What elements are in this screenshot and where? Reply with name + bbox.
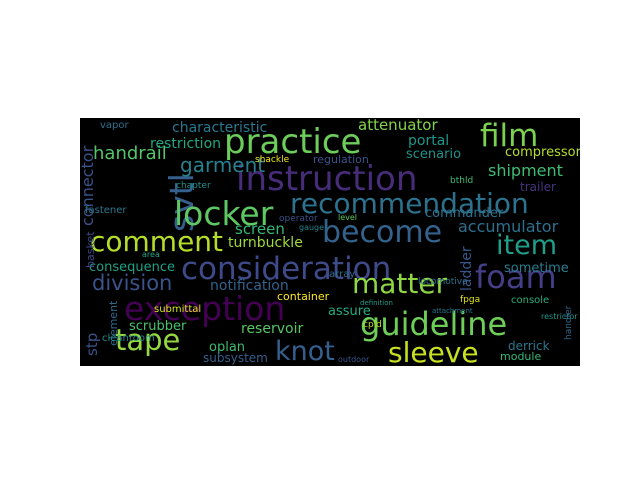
word: container — [277, 290, 330, 303]
word: portal — [408, 133, 450, 149]
word: screen — [235, 220, 285, 238]
word: practice — [224, 122, 362, 162]
word: tape — [115, 323, 181, 357]
word: reservoir — [241, 321, 304, 337]
word: consideration — [181, 251, 392, 287]
word: handrail — [93, 143, 167, 164]
word: area — [142, 250, 160, 259]
word: consequence — [89, 260, 175, 275]
word: handler — [564, 305, 574, 340]
word: turnbuckle — [228, 235, 303, 251]
word: locomotive — [418, 277, 468, 287]
word: fpga — [460, 295, 481, 305]
word: film — [480, 118, 539, 154]
word: subsystem — [203, 351, 268, 365]
word: bthld — [450, 176, 474, 186]
word: operator — [279, 214, 318, 224]
word: matter — [352, 267, 448, 300]
word: locker — [174, 194, 274, 233]
word: derrick — [508, 339, 550, 353]
word: array — [329, 269, 356, 280]
word: trailer — [520, 180, 556, 194]
word: definition — [360, 299, 393, 307]
word: guideline — [360, 305, 508, 343]
word: oplan — [209, 340, 246, 355]
word: restriction — [150, 136, 222, 152]
word: compressor — [505, 145, 580, 160]
word: commander — [425, 206, 504, 221]
word: characteristic — [172, 120, 268, 136]
word: regulation — [313, 153, 369, 166]
word: gauge — [299, 223, 325, 232]
word: accumulator — [458, 217, 559, 236]
word: stp — [83, 332, 101, 356]
word: console — [511, 295, 550, 306]
word: submittal — [154, 304, 202, 315]
word: foam — [475, 258, 557, 296]
word: attachment — [432, 307, 473, 315]
word: notification — [210, 278, 289, 294]
word: basket — [84, 231, 97, 268]
word: fastener — [85, 205, 127, 216]
word: restrictor — [541, 312, 578, 321]
word: shipment — [488, 161, 563, 180]
word: outdoor — [338, 355, 370, 364]
word: division — [92, 271, 173, 295]
word: knot — [275, 336, 335, 366]
word: sleeve — [388, 336, 479, 367]
word: item — [496, 230, 558, 261]
word: exception — [124, 289, 286, 328]
word: module — [500, 350, 542, 363]
word: cleanroom — [102, 333, 155, 344]
word: scenario — [406, 147, 462, 162]
word: instruction — [236, 159, 418, 199]
word: garment — [180, 153, 266, 177]
word: recommendation — [290, 187, 529, 220]
word: become — [322, 215, 443, 250]
word: attenuator — [358, 118, 438, 134]
word: comment — [90, 225, 224, 258]
word: vapor — [100, 120, 129, 131]
word-cloud: film practice instruction svtl locker re… — [80, 118, 580, 366]
word: level — [338, 213, 358, 222]
word: cpld — [363, 320, 382, 330]
word: chapter — [176, 181, 211, 191]
word: sometime — [504, 261, 569, 276]
word: scrubber — [129, 319, 187, 334]
word: assure — [328, 304, 371, 319]
word: shackle — [255, 155, 290, 165]
